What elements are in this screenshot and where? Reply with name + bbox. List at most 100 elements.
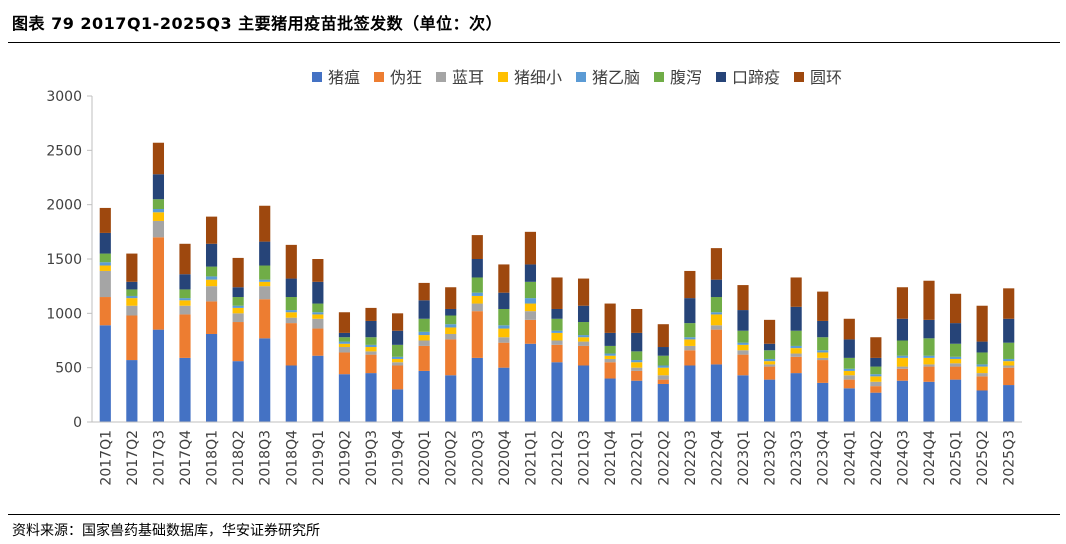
bar-segment	[631, 362, 643, 368]
bar-segment	[657, 383, 669, 422]
bar-segment	[843, 368, 855, 371]
bar-segment	[817, 357, 829, 361]
bar-segment	[285, 310, 297, 313]
y-tick-label: 500	[55, 361, 82, 377]
bar-segment	[870, 386, 882, 393]
bar-segment	[577, 337, 590, 342]
bar-segment	[285, 323, 297, 366]
bar-segment	[763, 350, 776, 359]
y-tick-label: 0	[73, 415, 82, 431]
x-tick-label: 2017Q4	[178, 430, 194, 486]
bar-segment	[949, 356, 962, 359]
bar-segment	[551, 340, 563, 345]
bar-segment	[817, 382, 829, 422]
bar-segment	[684, 339, 696, 346]
bar-segment	[126, 295, 138, 299]
bar-segment	[259, 338, 271, 422]
bar-segment	[365, 351, 377, 355]
bar-segment	[418, 335, 430, 341]
legend-swatch	[716, 72, 726, 82]
bar-segment	[179, 289, 191, 299]
bar-segment	[870, 357, 882, 367]
bars	[99, 142, 1015, 422]
bar-segment	[312, 318, 324, 329]
bar-segment	[391, 362, 404, 366]
bar-segment	[763, 364, 776, 367]
bar-segment	[631, 367, 643, 371]
x-tick-label: 2025Q3	[1002, 430, 1018, 486]
bar-segment	[949, 379, 962, 422]
bar-segment	[949, 323, 962, 344]
bar-segment	[152, 199, 165, 210]
bar-segment	[179, 300, 191, 306]
bar-segment	[790, 356, 802, 374]
bar-segment	[418, 370, 430, 422]
bar-segment	[445, 324, 457, 328]
y-tick-label: 2000	[46, 198, 82, 214]
bar-segment	[551, 332, 563, 341]
bar-segment	[631, 351, 643, 361]
bar-segment	[338, 332, 351, 338]
y-axis: 0 500 1000 1500 2000 2500 3000	[46, 89, 93, 431]
x-tick-label: 2018Q3	[258, 430, 274, 486]
bar-segment	[817, 350, 829, 353]
bar-segment	[949, 343, 962, 357]
bar-segment	[870, 392, 882, 422]
bar-segment	[365, 344, 377, 348]
bar-segment	[205, 216, 218, 244]
bar-segment	[976, 390, 988, 422]
bar-segment	[657, 379, 669, 384]
bar-segment	[870, 374, 882, 377]
bar-segment	[790, 277, 802, 307]
bar-segment	[604, 353, 616, 356]
bar-segment	[312, 355, 324, 422]
legend-swatch	[576, 72, 586, 82]
bar-segment	[684, 350, 696, 366]
x-tick-label: 2017Q2	[125, 430, 141, 486]
bar-segment	[657, 365, 669, 368]
x-tick-label: 2020Q3	[470, 430, 486, 486]
bar-segment	[843, 375, 855, 380]
bar-segment	[232, 361, 244, 422]
bar-segment	[684, 337, 696, 340]
bar-segment	[896, 366, 909, 369]
legend-label: 蓝耳	[452, 68, 484, 87]
bar-segment	[1003, 385, 1015, 422]
x-tick-label: 2019Q3	[364, 430, 380, 486]
x-tick-label: 2022Q4	[709, 430, 725, 486]
bar-segment	[923, 381, 935, 422]
x-tick-label: 2022Q2	[656, 430, 672, 486]
x-tick-label: 2021Q3	[577, 430, 593, 486]
bar-segment	[232, 307, 244, 314]
bar-segment	[338, 341, 351, 344]
bar-segment	[843, 318, 855, 340]
bar-segment	[418, 318, 430, 332]
bar-segment	[99, 253, 111, 263]
bar-segment	[631, 332, 643, 352]
legend-swatch	[794, 72, 804, 82]
bar-segment	[498, 337, 510, 343]
x-tick-label: 2019Q4	[391, 430, 407, 486]
bar-segment	[790, 330, 802, 346]
bar-segment	[179, 243, 191, 275]
legend-label: 腹泻	[670, 68, 702, 87]
legend-label: 猪细小	[514, 68, 562, 87]
bar-segment	[99, 325, 111, 422]
bar-segment	[179, 314, 191, 358]
bar-segment	[391, 389, 404, 422]
bar-segment	[817, 337, 829, 351]
bar-segment	[232, 305, 244, 308]
bar-segment	[365, 337, 377, 345]
x-tick-label: 2021Q4	[603, 430, 619, 486]
bar-segment	[790, 353, 802, 357]
bar-segment	[923, 357, 935, 365]
bar-segment	[604, 303, 616, 333]
bar-segment	[391, 330, 404, 345]
bar-segment	[205, 243, 218, 267]
bar-segment	[763, 361, 776, 365]
bar-segment	[471, 303, 483, 312]
bar-segment	[604, 332, 616, 346]
bar-segment	[896, 318, 909, 341]
x-tick-label: 2024Q1	[842, 430, 858, 486]
bar-segment	[710, 312, 723, 315]
